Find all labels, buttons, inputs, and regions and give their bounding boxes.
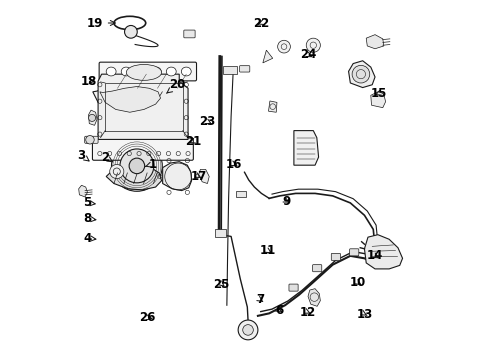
Text: 2: 2 bbox=[101, 150, 112, 163]
Text: 7: 7 bbox=[256, 293, 264, 306]
Text: 24: 24 bbox=[299, 48, 316, 61]
Circle shape bbox=[351, 66, 369, 83]
Ellipse shape bbox=[136, 67, 146, 76]
Polygon shape bbox=[293, 131, 318, 165]
Text: 9: 9 bbox=[282, 195, 290, 208]
Ellipse shape bbox=[126, 64, 161, 80]
Polygon shape bbox=[93, 81, 172, 116]
Circle shape bbox=[88, 114, 96, 121]
Polygon shape bbox=[263, 50, 272, 63]
Text: 3: 3 bbox=[77, 149, 89, 162]
Circle shape bbox=[111, 140, 162, 191]
Text: 4: 4 bbox=[83, 232, 96, 245]
FancyBboxPatch shape bbox=[312, 265, 321, 272]
Text: 26: 26 bbox=[139, 311, 155, 324]
Ellipse shape bbox=[166, 67, 176, 76]
Text: 23: 23 bbox=[199, 115, 215, 128]
Text: 1: 1 bbox=[145, 158, 157, 171]
FancyBboxPatch shape bbox=[239, 66, 249, 72]
Text: 12: 12 bbox=[299, 306, 315, 319]
Text: 22: 22 bbox=[253, 17, 269, 30]
Text: 16: 16 bbox=[225, 158, 242, 171]
Polygon shape bbox=[307, 289, 320, 306]
Circle shape bbox=[238, 320, 257, 340]
Polygon shape bbox=[223, 66, 237, 74]
Text: 21: 21 bbox=[185, 135, 201, 148]
Polygon shape bbox=[214, 229, 225, 237]
Polygon shape bbox=[348, 61, 374, 87]
Text: 14: 14 bbox=[366, 249, 383, 262]
Circle shape bbox=[129, 158, 144, 174]
Polygon shape bbox=[366, 35, 383, 49]
Polygon shape bbox=[163, 162, 191, 190]
Polygon shape bbox=[235, 191, 246, 197]
Text: 11: 11 bbox=[259, 244, 275, 257]
Polygon shape bbox=[364, 235, 402, 269]
Circle shape bbox=[85, 136, 94, 144]
Text: 5: 5 bbox=[83, 197, 95, 210]
Ellipse shape bbox=[121, 67, 131, 76]
Ellipse shape bbox=[181, 67, 191, 76]
Polygon shape bbox=[370, 91, 385, 108]
Text: 17: 17 bbox=[190, 170, 206, 183]
Ellipse shape bbox=[106, 67, 116, 76]
Circle shape bbox=[109, 165, 123, 179]
Circle shape bbox=[124, 26, 137, 38]
Text: 18: 18 bbox=[81, 75, 97, 88]
Polygon shape bbox=[100, 86, 160, 112]
Text: 13: 13 bbox=[356, 307, 372, 320]
Polygon shape bbox=[268, 101, 276, 112]
FancyBboxPatch shape bbox=[84, 136, 98, 143]
Text: 19: 19 bbox=[86, 17, 115, 30]
Text: 6: 6 bbox=[275, 304, 284, 317]
FancyBboxPatch shape bbox=[330, 253, 340, 260]
Polygon shape bbox=[198, 170, 209, 184]
Polygon shape bbox=[79, 185, 87, 197]
Polygon shape bbox=[106, 165, 161, 190]
FancyBboxPatch shape bbox=[92, 138, 193, 160]
FancyBboxPatch shape bbox=[349, 249, 358, 256]
Ellipse shape bbox=[151, 67, 161, 76]
Text: 15: 15 bbox=[369, 87, 386, 100]
FancyBboxPatch shape bbox=[288, 284, 298, 291]
Circle shape bbox=[120, 149, 154, 183]
Polygon shape bbox=[88, 110, 97, 125]
Circle shape bbox=[277, 40, 290, 53]
Text: 10: 10 bbox=[348, 276, 365, 289]
Text: 25: 25 bbox=[213, 278, 229, 291]
Circle shape bbox=[242, 325, 253, 335]
FancyBboxPatch shape bbox=[99, 62, 196, 81]
Text: 8: 8 bbox=[83, 212, 96, 225]
Polygon shape bbox=[98, 74, 188, 139]
FancyBboxPatch shape bbox=[183, 30, 195, 38]
Polygon shape bbox=[100, 129, 164, 159]
Text: 20: 20 bbox=[166, 78, 185, 93]
Circle shape bbox=[305, 38, 320, 52]
